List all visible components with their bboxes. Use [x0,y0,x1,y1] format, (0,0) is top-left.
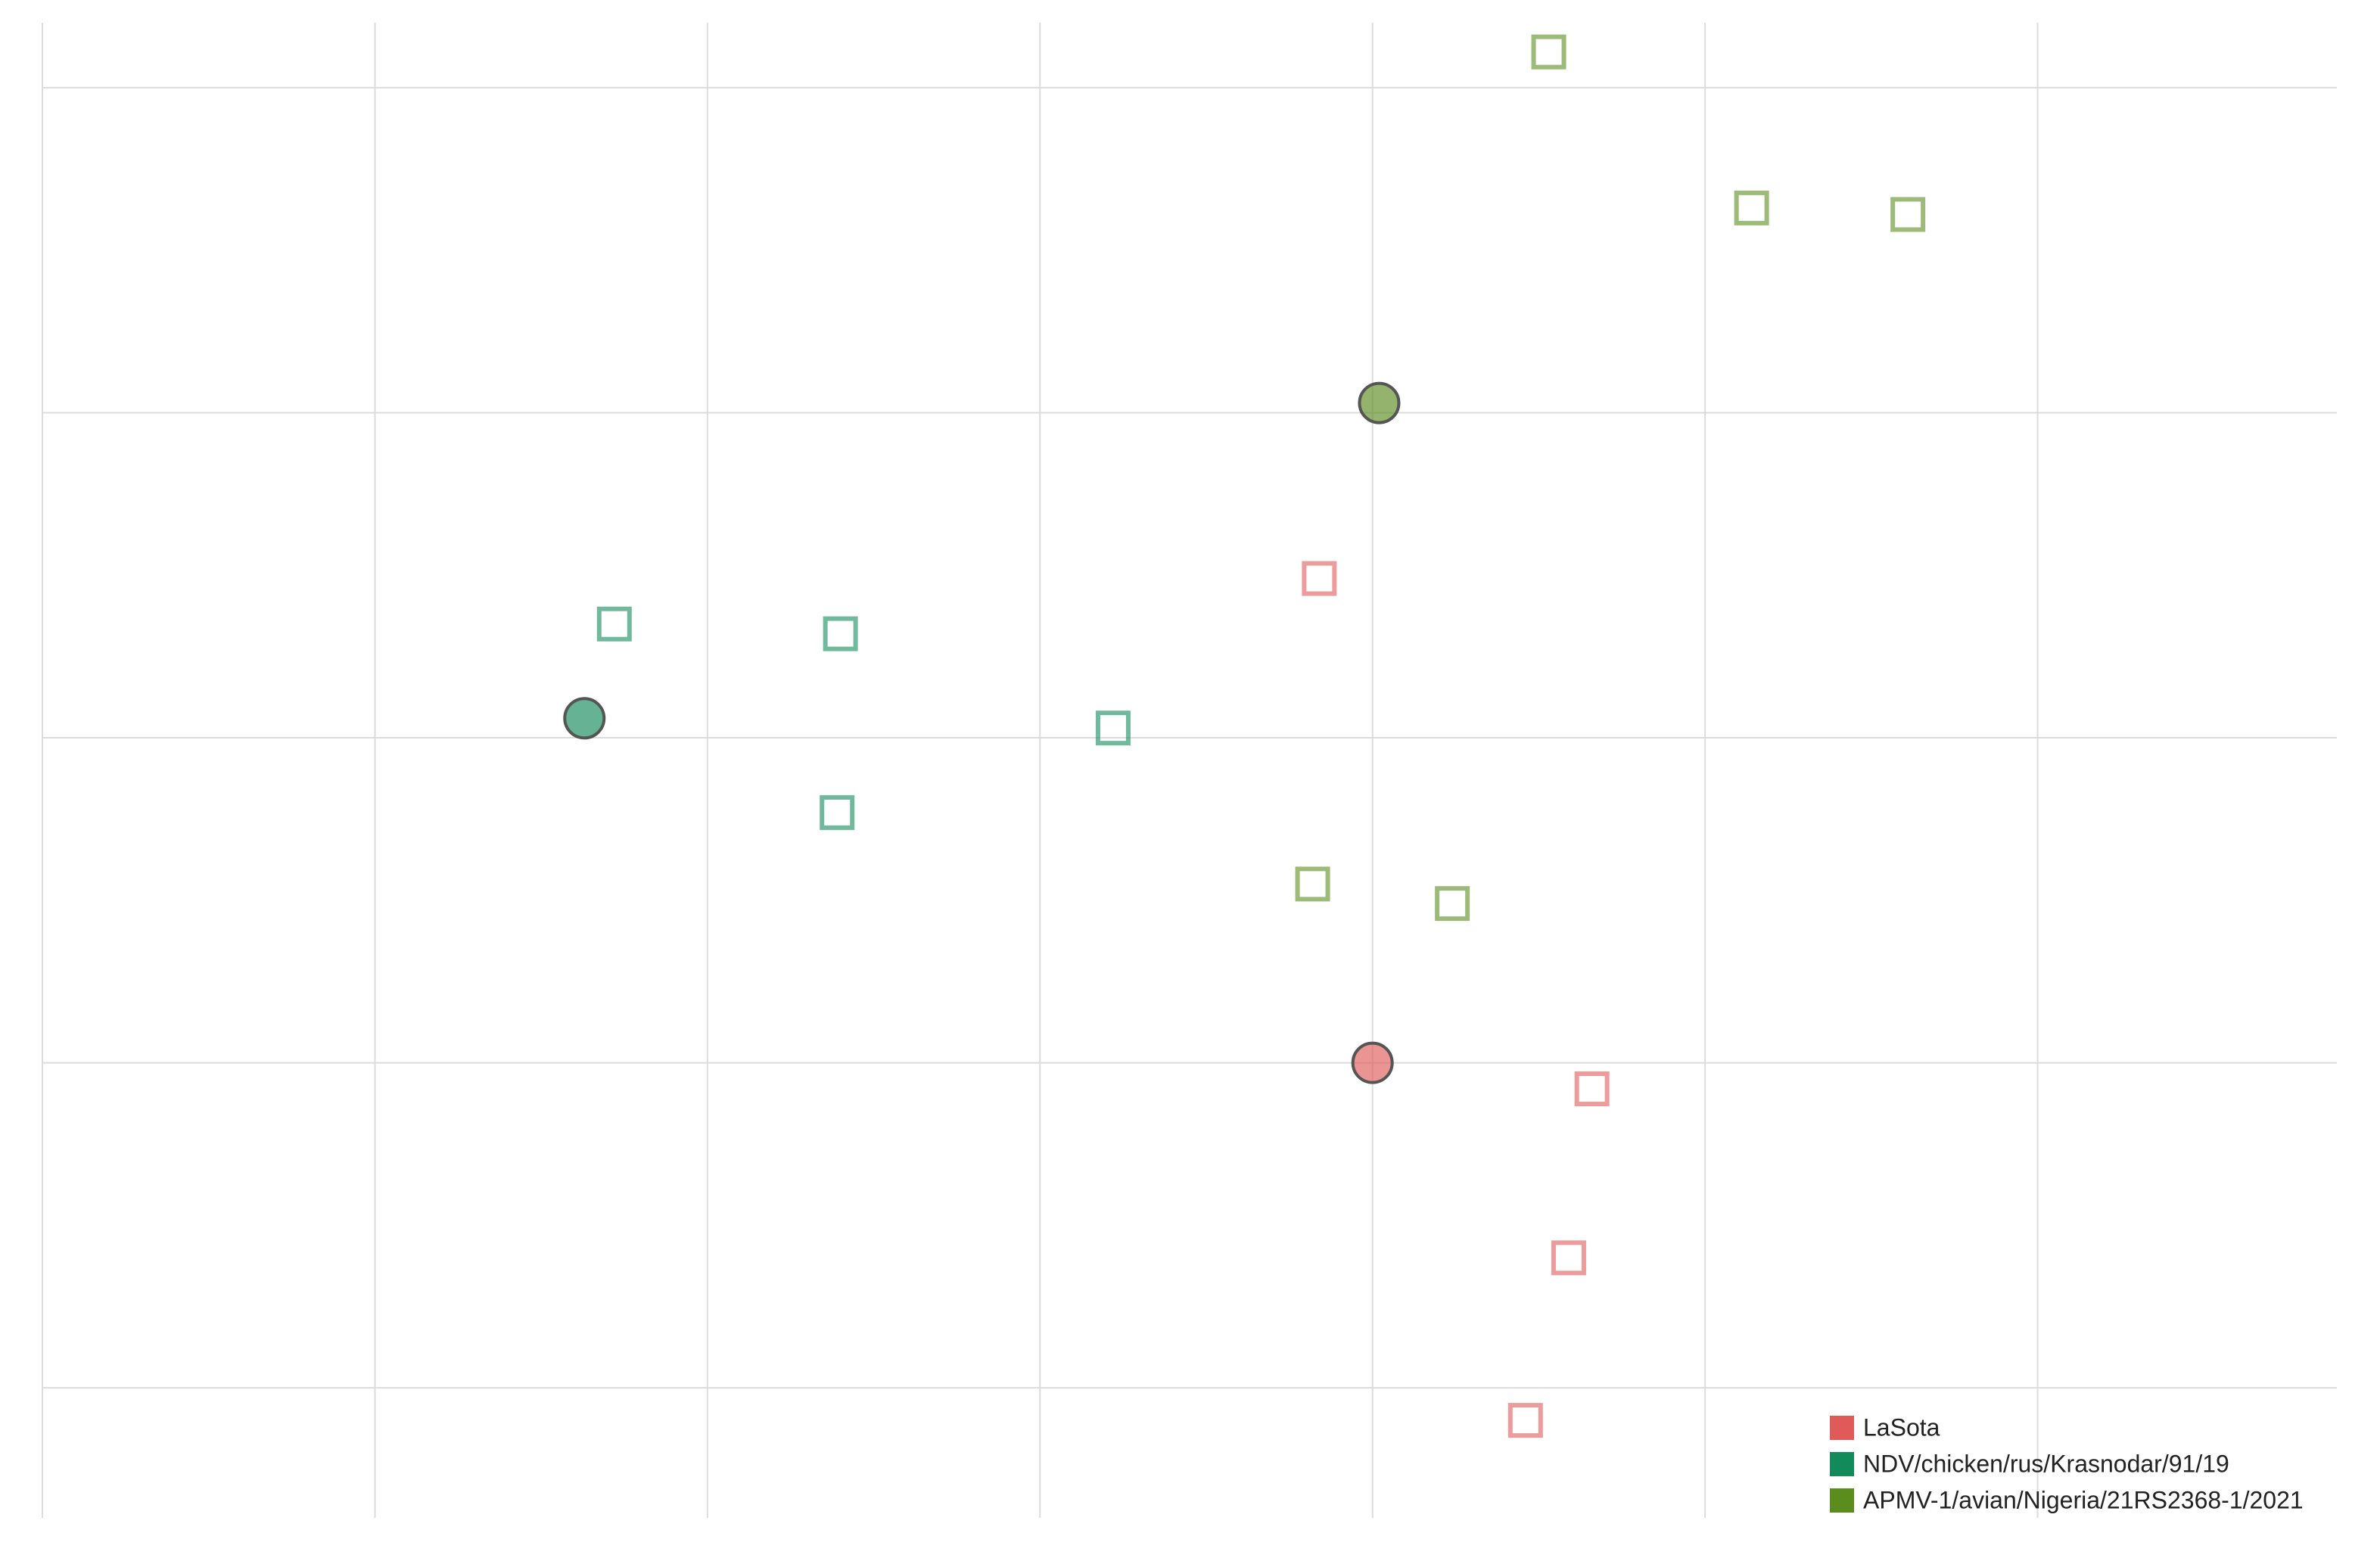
serum-marker [1295,866,1330,902]
legend-label: LaSota [1863,1413,1940,1441]
legend-swatch [1830,1416,1854,1440]
serum-marker [1734,190,1769,225]
antigen-marker [563,697,606,740]
grid [42,23,2337,1518]
antigen-marker [1358,381,1401,424]
serum-marker [1890,197,1926,232]
serum-marker [823,616,858,651]
legend-label: NDV/chicken/rus/Krasnodar/91/19 [1863,1450,2229,1477]
serum-marker [1507,1403,1543,1438]
serum-marker [1531,34,1566,70]
serum-marker [596,606,632,642]
legend: LaSota NDV/chicken/rus/Krasnodar/91/19 APM… [1830,1413,2304,1513]
serum-marker [1095,711,1131,746]
serum-marker [1551,1240,1586,1276]
serum-marker [1302,561,1337,596]
serum-marker [820,794,855,830]
plot-area [563,34,1926,1438]
legend-swatch [1830,1488,1854,1513]
legend-swatch [1830,1452,1854,1476]
serum-marker [1435,886,1470,922]
serum-marker [1574,1071,1610,1106]
legend-label: APMV-1/avian/Nigeria/21RS2368-1/2021 [1863,1486,2304,1513]
antigen-marker [1351,1041,1394,1084]
